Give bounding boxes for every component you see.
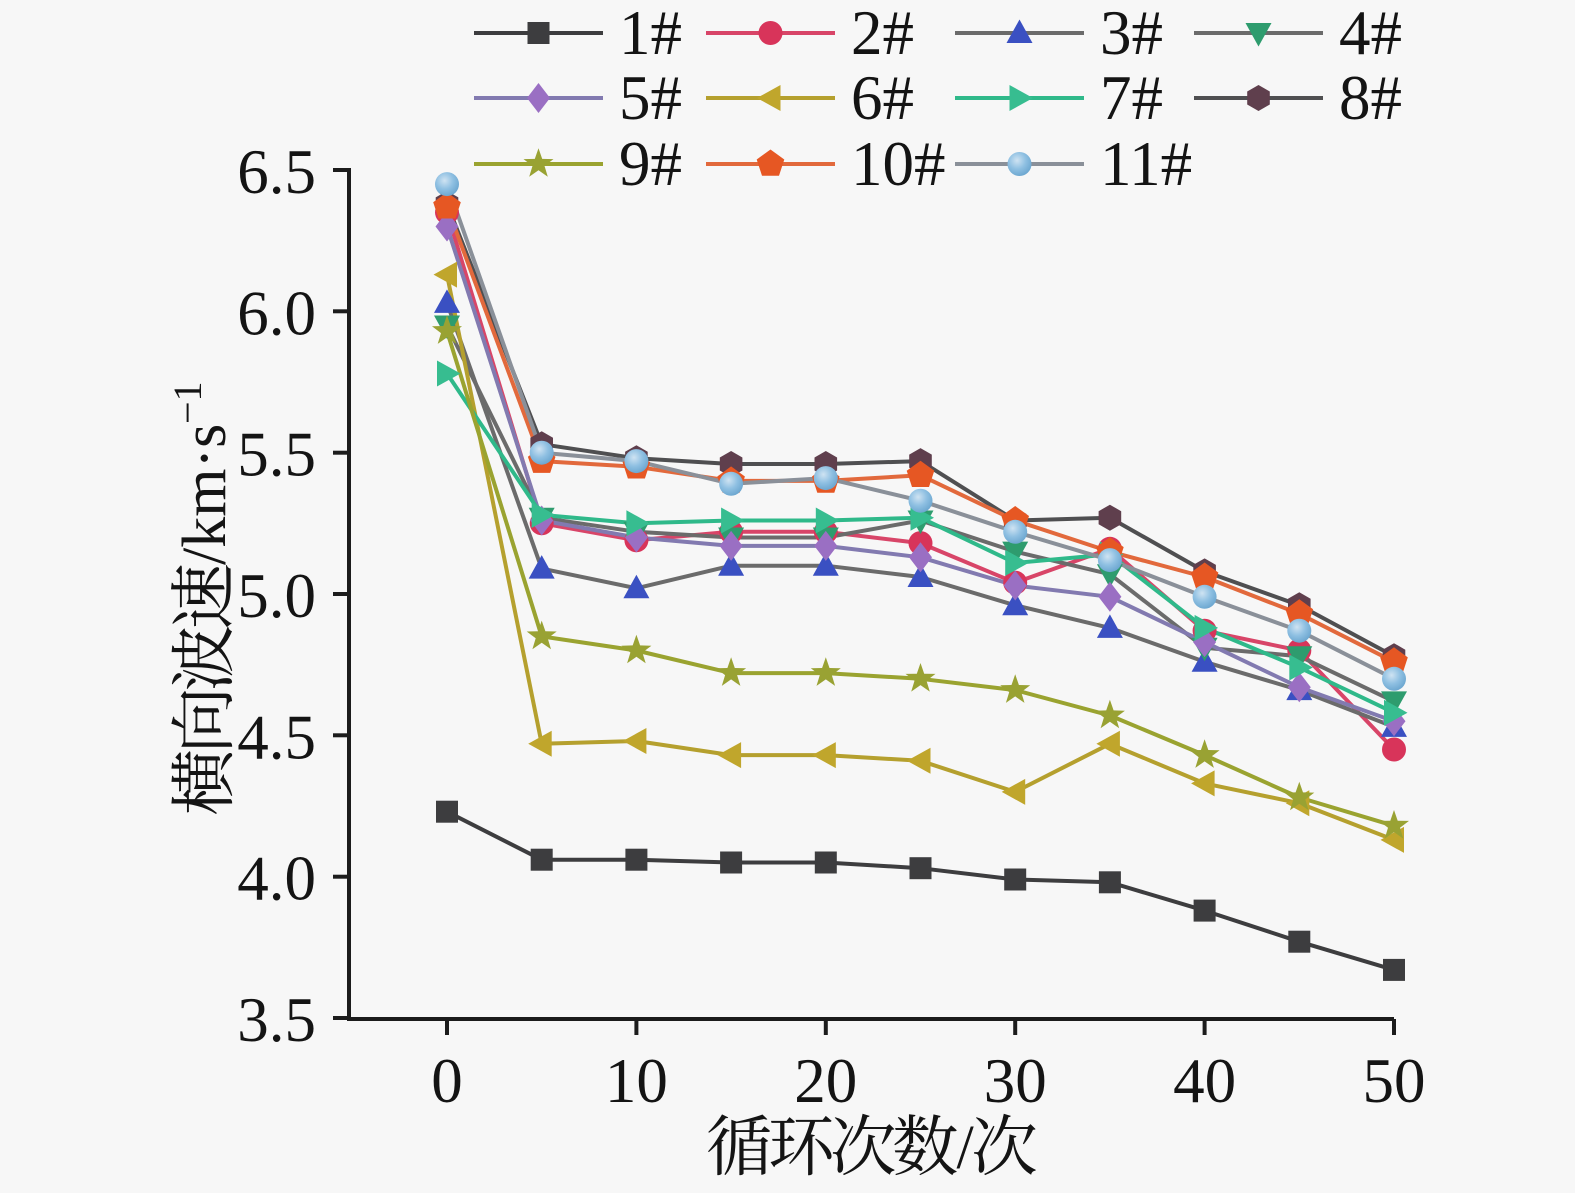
svg-text:/: / [957, 1114, 975, 1182]
svg-text:1#: 1# [619, 0, 682, 68]
svg-text:4.0: 4.0 [237, 844, 316, 914]
svg-text:5.0: 5.0 [237, 561, 316, 631]
svg-text:40: 40 [1173, 1046, 1236, 1116]
svg-text:30: 30 [984, 1046, 1047, 1116]
svg-text:4.5: 4.5 [237, 702, 316, 772]
svg-text:5.5: 5.5 [237, 420, 316, 490]
svg-text:9#: 9# [619, 129, 682, 199]
svg-text:3#: 3# [1100, 0, 1163, 68]
svg-text:20: 20 [794, 1046, 857, 1116]
svg-text:6.0: 6.0 [237, 278, 316, 348]
svg-text:10: 10 [605, 1046, 668, 1116]
svg-text:8#: 8# [1339, 63, 1402, 133]
svg-text:10#: 10# [851, 129, 946, 199]
svg-text:6#: 6# [851, 63, 914, 133]
svg-text:7#: 7# [1100, 63, 1163, 133]
svg-text:50: 50 [1363, 1046, 1426, 1116]
svg-text:−1: −1 [165, 381, 210, 424]
svg-text:2#: 2# [851, 0, 914, 68]
svg-text:3.5: 3.5 [237, 985, 316, 1055]
svg-text:0: 0 [431, 1046, 463, 1116]
svg-text:5#: 5# [619, 63, 682, 133]
svg-text:6.5: 6.5 [237, 137, 316, 207]
svg-text:11#: 11# [1100, 129, 1192, 199]
svg-text:/km·s: /km·s [171, 424, 239, 565]
svg-text:4#: 4# [1339, 0, 1402, 68]
